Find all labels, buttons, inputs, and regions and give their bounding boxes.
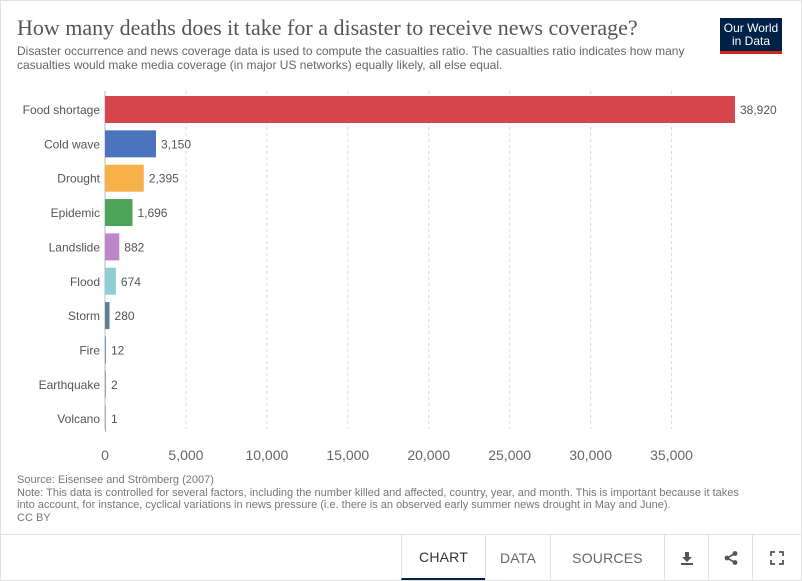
download-icon bbox=[680, 551, 693, 565]
bar bbox=[105, 336, 106, 364]
data-label: 38,920 bbox=[740, 103, 777, 117]
data-label: 280 bbox=[115, 309, 135, 323]
bar bbox=[105, 199, 133, 227]
fullscreen-icon bbox=[770, 550, 784, 565]
tab-data[interactable]: DATA bbox=[485, 535, 550, 580]
category-label: Fire bbox=[79, 343, 100, 357]
category-label: Landslide bbox=[49, 240, 101, 254]
x-tick-label: 10,000 bbox=[245, 447, 288, 463]
bar bbox=[105, 233, 120, 261]
bar-chart: 0 5,000 10,000 15,000 20,000 25,000 30,000 35,0… bbox=[23, 91, 777, 463]
x-tick-label: 25,000 bbox=[488, 447, 531, 463]
bar bbox=[105, 164, 144, 192]
category-label: Drought bbox=[57, 172, 100, 186]
x-tick-label: 0 bbox=[101, 447, 109, 463]
data-label: 1 bbox=[111, 412, 118, 426]
chart-footer: Source: Eisensee and Strömberg (2007) No… bbox=[17, 474, 757, 524]
data-label: 674 bbox=[121, 275, 141, 289]
category-label: Earthquake bbox=[39, 378, 101, 392]
tab-chart[interactable]: CHART bbox=[401, 535, 485, 580]
category-label: Cold wave bbox=[44, 137, 100, 151]
data-label: 882 bbox=[124, 240, 144, 254]
source-text: Source: Eisensee and Strömberg (2007) bbox=[17, 474, 214, 486]
bar bbox=[105, 267, 116, 295]
bar bbox=[105, 405, 106, 433]
category-label: Storm bbox=[68, 309, 100, 323]
license-text: CC BY bbox=[17, 511, 51, 524]
download-button[interactable] bbox=[664, 535, 708, 580]
x-tick-label: 30,000 bbox=[569, 447, 612, 463]
data-label: 1,696 bbox=[137, 206, 167, 220]
category-label: Volcano bbox=[57, 412, 100, 426]
logo-line-2: in Data bbox=[731, 34, 771, 48]
x-tick-label: 15,000 bbox=[326, 447, 369, 463]
data-label: 3,150 bbox=[161, 137, 191, 151]
tab-sources[interactable]: SOURCES bbox=[550, 535, 664, 580]
bar bbox=[105, 302, 110, 330]
x-tick-label: 5,000 bbox=[168, 447, 203, 463]
share-icon bbox=[724, 550, 737, 565]
fullscreen-button[interactable] bbox=[752, 535, 801, 580]
data-label: 12 bbox=[111, 343, 125, 357]
data-label: 2,395 bbox=[149, 172, 179, 186]
chart-title: How many deaths does it take for a disas… bbox=[17, 15, 638, 40]
toolbar: CHART DATA SOURCES bbox=[1, 534, 801, 580]
x-tick-label: 20,000 bbox=[407, 447, 450, 463]
category-label: Flood bbox=[70, 275, 100, 289]
category-label: Food shortage bbox=[23, 103, 101, 117]
owid-logo[interactable]: Our World in Data bbox=[720, 18, 782, 54]
bar bbox=[105, 130, 156, 158]
note-text: Note: This data is controlled for severa… bbox=[17, 486, 739, 512]
x-tick-label: 35,000 bbox=[650, 447, 693, 463]
share-button[interactable] bbox=[708, 535, 752, 580]
data-label: 2 bbox=[111, 378, 118, 392]
chart-subtitle: Disaster occurrence and news coverage da… bbox=[17, 44, 685, 72]
logo-line-1: Our World bbox=[723, 21, 779, 35]
category-label: Epidemic bbox=[51, 206, 100, 220]
bar bbox=[105, 96, 735, 123]
bar bbox=[105, 370, 106, 398]
